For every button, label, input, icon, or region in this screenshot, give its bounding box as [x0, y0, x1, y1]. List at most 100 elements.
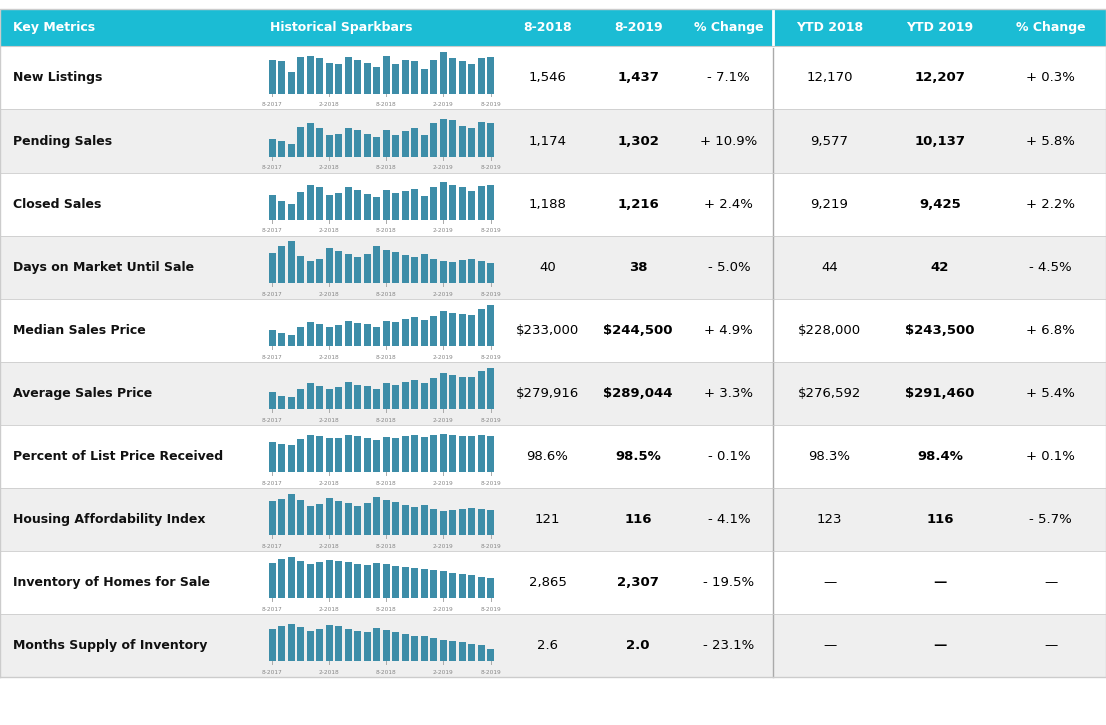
Text: + 0.3%: + 0.3%: [1026, 72, 1075, 84]
Text: 8-2019: 8-2019: [480, 418, 501, 423]
Text: 8-2017: 8-2017: [262, 418, 283, 423]
Text: 116: 116: [625, 513, 651, 526]
Text: $233,000: $233,000: [515, 324, 580, 336]
Text: 8-2018: 8-2018: [376, 102, 397, 107]
Text: Historical Sparkbars: Historical Sparkbars: [270, 21, 413, 34]
Text: 8-2017: 8-2017: [262, 165, 283, 170]
Text: 116: 116: [927, 513, 953, 526]
Text: Housing Affordability Index: Housing Affordability Index: [13, 513, 206, 526]
Text: 2-2019: 2-2019: [432, 165, 453, 170]
Text: —: —: [823, 576, 836, 589]
Text: 8-2018: 8-2018: [376, 544, 397, 549]
Text: 8-2018: 8-2018: [523, 21, 572, 34]
Text: 8-2018: 8-2018: [376, 228, 397, 233]
Text: Percent of List Price Received: Percent of List Price Received: [13, 450, 223, 463]
Text: + 5.4%: + 5.4%: [1026, 387, 1075, 399]
Bar: [0, 109, 1106, 173]
Text: 2-2018: 2-2018: [319, 165, 340, 170]
Text: 2-2018: 2-2018: [319, 291, 340, 297]
Text: 2-2018: 2-2018: [319, 355, 340, 360]
Text: 98.6%: 98.6%: [526, 450, 568, 463]
Text: - 5.0%: - 5.0%: [708, 261, 750, 273]
Text: 9,425: 9,425: [919, 198, 961, 210]
Text: 8-2017: 8-2017: [262, 544, 283, 549]
Text: 123: 123: [816, 513, 843, 526]
Text: 42: 42: [931, 261, 949, 273]
Text: 2.0: 2.0: [626, 639, 650, 652]
Text: 2,307: 2,307: [617, 576, 659, 589]
Text: 2,865: 2,865: [529, 576, 566, 589]
Text: 2-2019: 2-2019: [432, 102, 453, 107]
Text: 2-2019: 2-2019: [432, 544, 453, 549]
Text: 8-2017: 8-2017: [262, 102, 283, 107]
Text: 8-2018: 8-2018: [376, 607, 397, 612]
Text: 9,219: 9,219: [811, 198, 848, 210]
Text: Closed Sales: Closed Sales: [13, 198, 102, 210]
Text: 98.5%: 98.5%: [615, 450, 661, 463]
Bar: [0, 488, 1106, 551]
Text: —: —: [1044, 576, 1057, 589]
Text: 2-2018: 2-2018: [319, 228, 340, 233]
Text: 1,174: 1,174: [529, 135, 566, 147]
Text: 98.4%: 98.4%: [917, 450, 963, 463]
Text: 8-2019: 8-2019: [614, 21, 662, 34]
Text: - 0.1%: - 0.1%: [708, 450, 750, 463]
Bar: [0, 362, 1106, 425]
Text: + 2.2%: + 2.2%: [1026, 198, 1075, 210]
Text: $244,500: $244,500: [604, 324, 672, 336]
Text: 2-2018: 2-2018: [319, 418, 340, 423]
Text: 44: 44: [821, 261, 838, 273]
Text: $228,000: $228,000: [797, 324, 862, 336]
Text: 8-2018: 8-2018: [376, 291, 397, 297]
Text: —: —: [823, 639, 836, 652]
Text: 1,546: 1,546: [529, 72, 566, 84]
Text: $276,592: $276,592: [797, 387, 862, 399]
Bar: [0, 299, 1106, 362]
Text: 8-2017: 8-2017: [262, 481, 283, 486]
Text: 8-2017: 8-2017: [262, 607, 283, 612]
Text: 2-2018: 2-2018: [319, 102, 340, 107]
Text: 8-2017: 8-2017: [262, 670, 283, 675]
Text: 8-2017: 8-2017: [262, 291, 283, 297]
Text: + 5.8%: + 5.8%: [1026, 135, 1075, 147]
Text: —: —: [933, 576, 947, 589]
Text: 2-2019: 2-2019: [432, 481, 453, 486]
Text: 2-2018: 2-2018: [319, 544, 340, 549]
Text: 8-2019: 8-2019: [480, 670, 501, 675]
Text: —: —: [933, 639, 947, 652]
Text: - 19.5%: - 19.5%: [703, 576, 754, 589]
Text: - 4.5%: - 4.5%: [1030, 261, 1072, 273]
Text: 1,188: 1,188: [529, 198, 566, 210]
Text: 8-2019: 8-2019: [480, 291, 501, 297]
Text: 2-2019: 2-2019: [432, 291, 453, 297]
Text: YTD 2018: YTD 2018: [796, 21, 863, 34]
Text: 2-2019: 2-2019: [432, 228, 453, 233]
Text: 2-2019: 2-2019: [432, 355, 453, 360]
Text: % Change: % Change: [1016, 21, 1085, 34]
Text: - 4.1%: - 4.1%: [708, 513, 750, 526]
Text: % Change: % Change: [695, 21, 763, 34]
Text: 98.3%: 98.3%: [808, 450, 851, 463]
Text: 2-2019: 2-2019: [432, 670, 453, 675]
Bar: [0, 173, 1106, 236]
Text: Months Supply of Inventory: Months Supply of Inventory: [13, 639, 208, 652]
Bar: [0, 614, 1106, 677]
Text: 8-2019: 8-2019: [480, 102, 501, 107]
Text: 8-2018: 8-2018: [376, 418, 397, 423]
Text: 8-2019: 8-2019: [480, 165, 501, 170]
Text: 8-2018: 8-2018: [376, 165, 397, 170]
Text: 9,577: 9,577: [811, 135, 848, 147]
Text: + 4.9%: + 4.9%: [705, 324, 753, 336]
Text: Inventory of Homes for Sale: Inventory of Homes for Sale: [13, 576, 210, 589]
Text: 10,137: 10,137: [915, 135, 966, 147]
Text: + 0.1%: + 0.1%: [1026, 450, 1075, 463]
Text: Average Sales Price: Average Sales Price: [13, 387, 153, 399]
Text: 8-2019: 8-2019: [480, 544, 501, 549]
Text: 8-2018: 8-2018: [376, 355, 397, 360]
Text: 2-2018: 2-2018: [319, 481, 340, 486]
Text: 2-2018: 2-2018: [319, 670, 340, 675]
Text: - 7.1%: - 7.1%: [708, 72, 750, 84]
Text: 8-2019: 8-2019: [480, 607, 501, 612]
Text: New Listings: New Listings: [13, 72, 103, 84]
Text: 8-2018: 8-2018: [376, 481, 397, 486]
